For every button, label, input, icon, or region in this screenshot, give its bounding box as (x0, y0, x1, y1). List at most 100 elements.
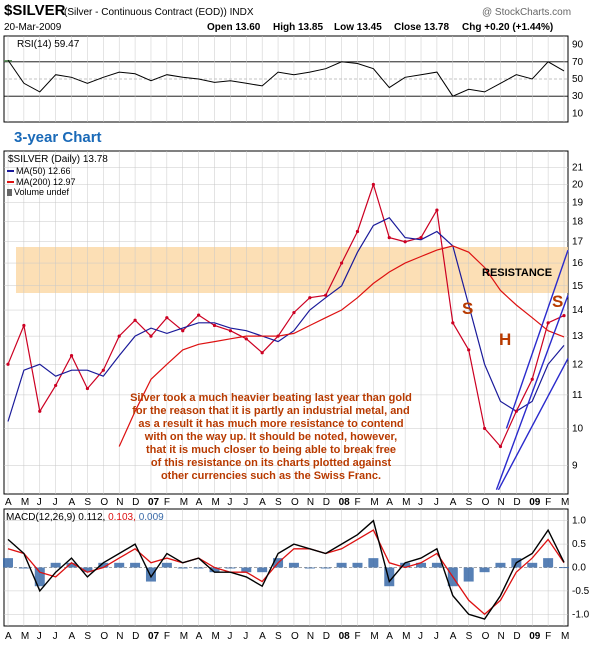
price-point (276, 334, 280, 338)
price-point (562, 314, 566, 318)
rsi-y-tick-label: 30 (572, 91, 584, 102)
macd-histogram-bar (34, 567, 45, 587)
x-tick-label: O (100, 631, 108, 642)
macd-histogram-bar (161, 562, 172, 568)
macd-signal-value: 0.103, (108, 512, 136, 523)
commentary-line: for the reason that it is partly an indu… (132, 405, 410, 417)
macd-histogram-bar (368, 558, 379, 568)
price-point (133, 318, 137, 322)
legend-ma200: MA(200) 12.97 (16, 177, 76, 187)
x-tick-label: A (196, 497, 203, 508)
commentary-line: Silver took a much heavier beating last … (130, 392, 412, 404)
macd-panel: MACD(12,26,9) 0.112, 0.103, 0.009 1.0 0.5… (3, 508, 590, 627)
price-point (212, 323, 217, 328)
macd-histogram-bar (400, 562, 411, 568)
rsi-plot (4, 59, 565, 97)
chart-subtitle: 3-year Chart (14, 129, 102, 146)
x-tick-label: O (482, 497, 490, 508)
resistance-band (16, 247, 568, 293)
macd-histogram-bar (527, 562, 538, 568)
x-tick-label: S (466, 631, 473, 642)
price-point (54, 383, 58, 388)
price-point (181, 329, 185, 333)
ma200-line (118, 245, 565, 447)
price-y-tick-label: 14 (572, 305, 584, 316)
x-tick-label: D (323, 497, 330, 508)
ma50-line (7, 216, 565, 422)
x-tick-label: M (180, 631, 188, 642)
high-label: High (273, 22, 295, 33)
price-point (69, 353, 74, 358)
price-point (371, 182, 375, 187)
x-tick-label: S (466, 497, 473, 508)
x-tick-label: A (259, 497, 266, 508)
open-label: Open (207, 22, 233, 33)
price-plot (6, 182, 566, 449)
price-y-tick-label: 20 (572, 180, 584, 191)
x-tick-label: A (450, 631, 457, 642)
x-tick-label: N (116, 497, 123, 508)
macd-histogram-bar (209, 567, 220, 573)
trend-lines (495, 249, 569, 491)
price-point (117, 334, 121, 338)
macd-histogram-bar (145, 567, 156, 582)
x-tick-label: D (132, 631, 139, 642)
x-tick-label: M (370, 497, 378, 508)
rsi-y-tick-label: 10 (572, 108, 584, 119)
x-tick-label: D (132, 497, 139, 508)
x-tick-label: J (434, 497, 439, 508)
rsi-panel: RSI(14) 59.47 90 70 50 30 10 (3, 35, 584, 123)
x-tick-label: A (69, 497, 76, 508)
x-tick-label: J (227, 497, 232, 508)
macd-grid (4, 509, 568, 626)
x-tick-label: 09 (529, 631, 541, 642)
x-tick-label: J (418, 631, 423, 642)
macd-histogram-bar (559, 567, 569, 569)
macd-histogram-bar (18, 567, 29, 569)
macd-histogram-bar (114, 562, 125, 568)
price-line (7, 182, 565, 448)
svg-text:Open 13.60: Open 13.60 (207, 22, 261, 33)
x-tick-label: N (116, 631, 123, 642)
price-point (228, 329, 232, 333)
price-y-tick-label: 19 (572, 198, 584, 209)
x-tick-label: A (386, 497, 393, 508)
resistance-label: RESISTANCE (482, 267, 552, 279)
x-tick-label: F (545, 631, 551, 642)
price-point (530, 377, 534, 381)
chart-name: (Silver - Continuous Contract (EOD)) IND… (64, 7, 254, 18)
price-point (197, 313, 201, 317)
chart-symbol: $SILVER (4, 2, 66, 19)
rsi-y-axis: 90 70 50 30 10 (572, 40, 584, 120)
x-tick-label: A (196, 631, 203, 642)
watermark: @ StockCharts.com (482, 7, 571, 18)
macd-histogram-bar (225, 567, 236, 569)
open-value: 13.60 (235, 22, 260, 33)
low-value: 13.45 (357, 22, 382, 33)
price-y-tick-label: 12 (572, 359, 584, 370)
svg-text:Chg +0.20 (+1.44%): Chg +0.20 (+1.44%) (462, 22, 553, 33)
macd-histogram-bar (98, 562, 109, 568)
x-tick-label: A (5, 497, 12, 508)
macd-y-tick-label: -1.0 (572, 609, 590, 620)
price-point (292, 310, 296, 315)
price-point (38, 409, 42, 413)
price-point (451, 321, 455, 325)
price-legend: $SILVER (Daily) 13.78 MA(50) 12.66 MA(20… (7, 154, 108, 197)
low-label: Low (334, 22, 354, 33)
pattern-head: H (499, 330, 511, 349)
commentary-line: other currencies such as the Swiss Franc… (161, 470, 381, 482)
legend-ma50: MA(50) 12.66 (16, 166, 71, 176)
x-tick-label: 07 (148, 497, 160, 508)
macd-histogram-bar (3, 558, 13, 568)
price-point (149, 334, 153, 338)
macd-histogram-bar (352, 562, 363, 568)
x-tick-label: N (497, 631, 504, 642)
x-tick-label: O (100, 497, 108, 508)
price-y-axis: 21 20 19 18 17 16 15 14 13 12 11 10 9 (572, 162, 584, 471)
macd-histogram-bar (479, 567, 490, 573)
price-point (324, 293, 328, 297)
price-point (498, 444, 503, 449)
x-tick-label: N (307, 631, 314, 642)
